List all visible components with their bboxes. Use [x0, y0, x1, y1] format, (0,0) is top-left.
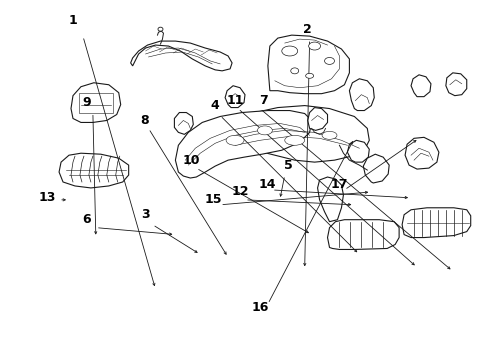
Text: 13: 13	[38, 192, 56, 204]
Polygon shape	[363, 154, 389, 183]
Text: 7: 7	[260, 94, 268, 107]
Polygon shape	[308, 108, 327, 130]
Polygon shape	[411, 75, 431, 96]
Text: 8: 8	[140, 114, 149, 127]
Polygon shape	[59, 153, 129, 188]
Polygon shape	[405, 137, 439, 169]
Text: 6: 6	[83, 213, 91, 226]
Text: 2: 2	[303, 23, 312, 36]
Polygon shape	[175, 111, 312, 178]
Text: 14: 14	[258, 179, 276, 192]
Polygon shape	[349, 79, 374, 111]
Polygon shape	[220, 105, 369, 162]
Text: 10: 10	[183, 154, 200, 167]
Text: 5: 5	[284, 159, 293, 172]
Ellipse shape	[322, 131, 337, 139]
Ellipse shape	[158, 27, 163, 31]
Ellipse shape	[282, 46, 298, 56]
Ellipse shape	[306, 73, 314, 78]
Ellipse shape	[226, 135, 244, 145]
Polygon shape	[318, 177, 343, 222]
Ellipse shape	[324, 58, 335, 64]
Text: 4: 4	[211, 99, 220, 112]
Polygon shape	[446, 73, 467, 96]
Polygon shape	[131, 41, 232, 71]
Text: 12: 12	[231, 185, 249, 198]
Text: 3: 3	[141, 208, 150, 221]
Text: 1: 1	[69, 14, 77, 27]
Ellipse shape	[291, 68, 299, 74]
Text: 9: 9	[83, 96, 91, 109]
Text: 15: 15	[204, 193, 222, 206]
Ellipse shape	[285, 135, 305, 145]
Ellipse shape	[257, 126, 272, 135]
Polygon shape	[327, 220, 399, 249]
Ellipse shape	[309, 42, 320, 50]
Polygon shape	[79, 93, 113, 113]
Polygon shape	[225, 86, 245, 108]
Text: 11: 11	[226, 94, 244, 107]
Polygon shape	[402, 208, 471, 238]
Polygon shape	[71, 83, 121, 122]
Polygon shape	[347, 140, 369, 162]
Text: 17: 17	[331, 179, 348, 192]
Polygon shape	[268, 35, 349, 94]
Polygon shape	[174, 113, 193, 134]
Text: 16: 16	[251, 301, 269, 314]
